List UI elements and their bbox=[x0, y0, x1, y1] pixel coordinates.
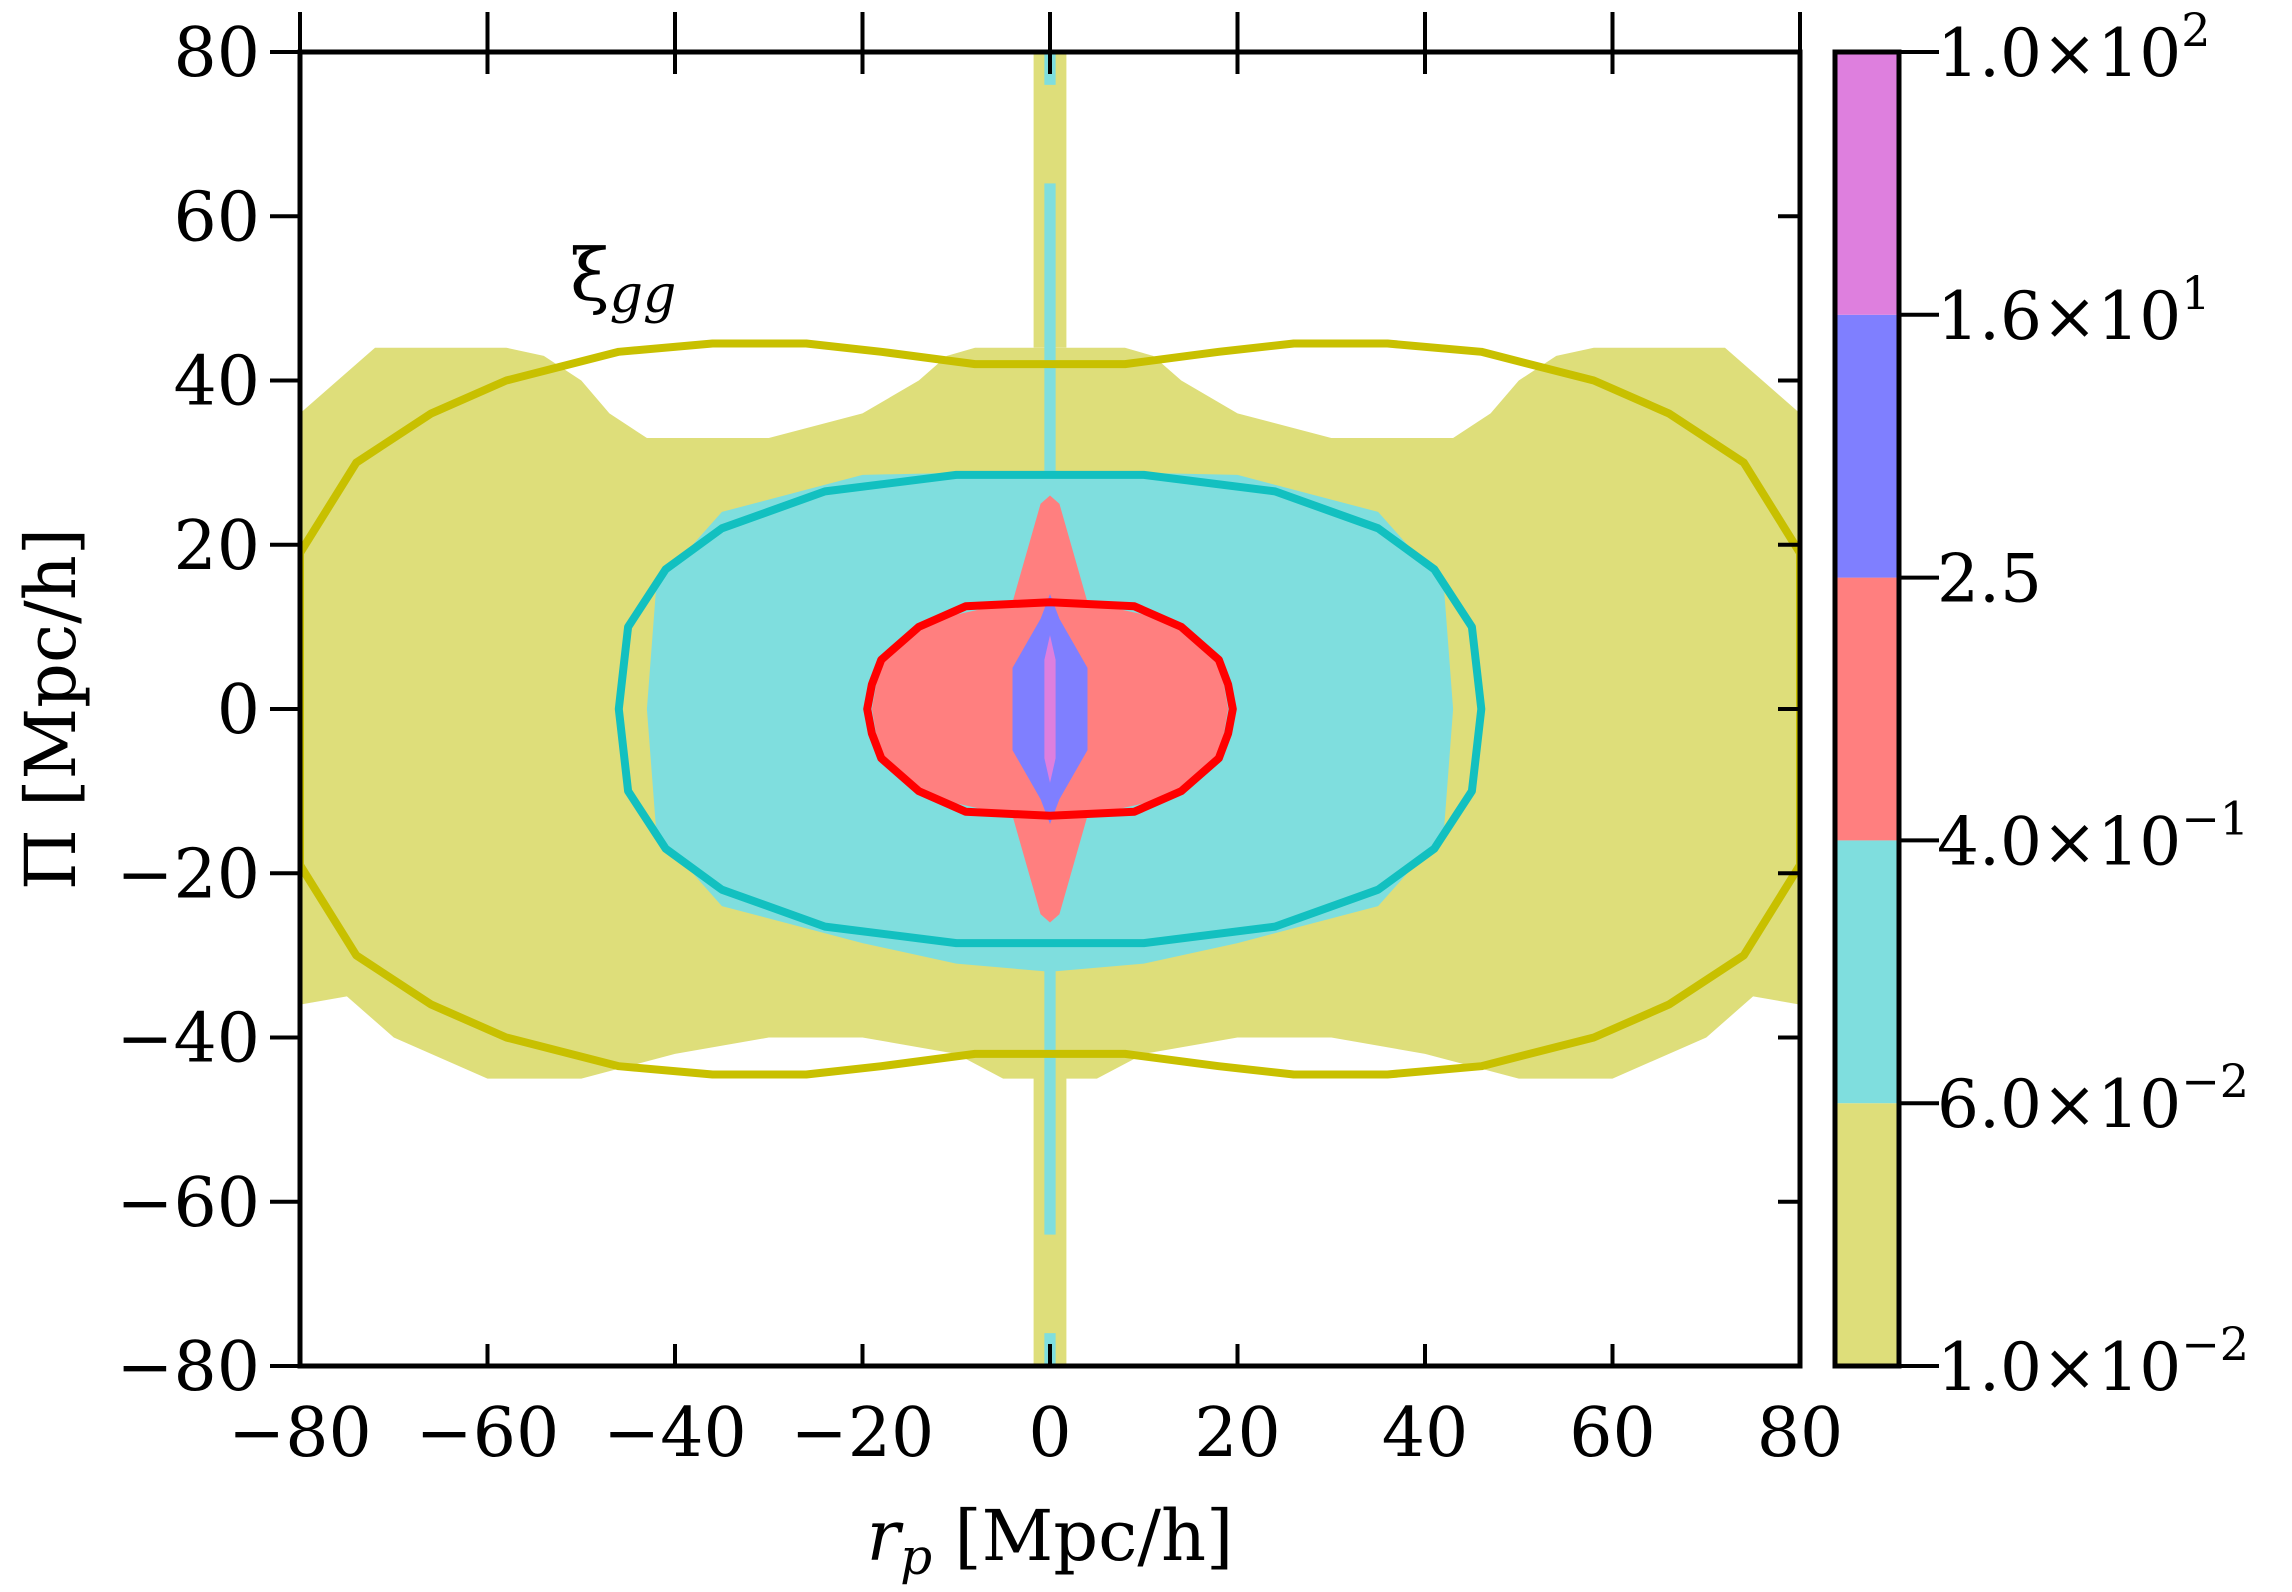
contour-line-1 bbox=[614, 470, 1486, 948]
colorbar-tick-label: 1.0×102 bbox=[1937, 3, 2211, 92]
y-axis-label: Π [Mpc/h] bbox=[10, 528, 92, 890]
colorbar-segment-3 bbox=[1835, 314, 1899, 578]
center-streak-3 bbox=[1044, 938, 1056, 1366]
y-tick-label: 80 bbox=[173, 14, 260, 93]
x-tick-label: 80 bbox=[1757, 1394, 1844, 1473]
y-tick-label: −80 bbox=[116, 1328, 260, 1407]
colorbar-segment-1 bbox=[1835, 840, 1899, 1104]
center-streak-2 bbox=[1044, 52, 1056, 480]
filled-contour-regions bbox=[300, 347, 1800, 1079]
y-tick-label: 40 bbox=[173, 343, 260, 422]
xi-gg-annotation: ξgg bbox=[570, 233, 676, 325]
colorbar: 1.0×10−2 6.0×10−2 4.0×10−1 2.5 1.6×101 1.0×10… bbox=[1832, 3, 2249, 1406]
x-axis-ticks: −80 −60 −40 −20 0 20 40 60 80 bbox=[228, 12, 1843, 1473]
colorbar-segment-2 bbox=[1835, 577, 1899, 841]
x-tick-label: −20 bbox=[791, 1394, 935, 1473]
x-tick-label: −60 bbox=[416, 1394, 560, 1473]
y-axis-ticks: −80 −60 −40 −20 0 20 40 60 80 bbox=[116, 14, 1800, 1407]
center-noise-streaks bbox=[1033, 52, 1067, 1366]
contour-line-0 bbox=[300, 339, 1800, 1079]
colorbar-segment-0 bbox=[1835, 1103, 1899, 1366]
y-tick-label: −60 bbox=[116, 1164, 260, 1243]
x-tick-label: 40 bbox=[1382, 1394, 1469, 1473]
x-tick-label: −80 bbox=[228, 1394, 372, 1473]
y-tick-label: 0 bbox=[217, 671, 260, 750]
contour-lines bbox=[300, 339, 1800, 1079]
x-tick-label: 20 bbox=[1194, 1394, 1281, 1473]
colorbar-frame bbox=[1832, 49, 1902, 1369]
x-tick-label: −40 bbox=[603, 1394, 747, 1473]
y-tick-label: −40 bbox=[116, 1000, 260, 1079]
colorbar-tick-label: 6.0×10−2 bbox=[1937, 1054, 2249, 1143]
y-tick-label: 60 bbox=[173, 178, 260, 257]
colorbar-tick-label: 2.5 bbox=[1937, 541, 2042, 618]
filled-region-4 bbox=[1044, 635, 1056, 783]
x-axis-label: rp [Mpc/h] bbox=[867, 1495, 1234, 1586]
colorbar-tick-label: 1.6×101 bbox=[1937, 266, 2211, 355]
y-tick-label: −20 bbox=[116, 835, 260, 914]
x-tick-label: 0 bbox=[1028, 1394, 1071, 1473]
colorbar-tick-label: 4.0×10−1 bbox=[1937, 791, 2249, 880]
x-tick-label: 60 bbox=[1569, 1394, 1656, 1473]
colorbar-tick-label: 1.0×10−2 bbox=[1937, 1317, 2249, 1406]
contour-line-2 bbox=[863, 598, 1237, 820]
y-tick-label: 20 bbox=[173, 507, 260, 586]
center-streak-5 bbox=[1035, 1234, 1065, 1334]
colorbar-segment-4 bbox=[1835, 52, 1899, 315]
center-streak-4 bbox=[1035, 84, 1065, 184]
